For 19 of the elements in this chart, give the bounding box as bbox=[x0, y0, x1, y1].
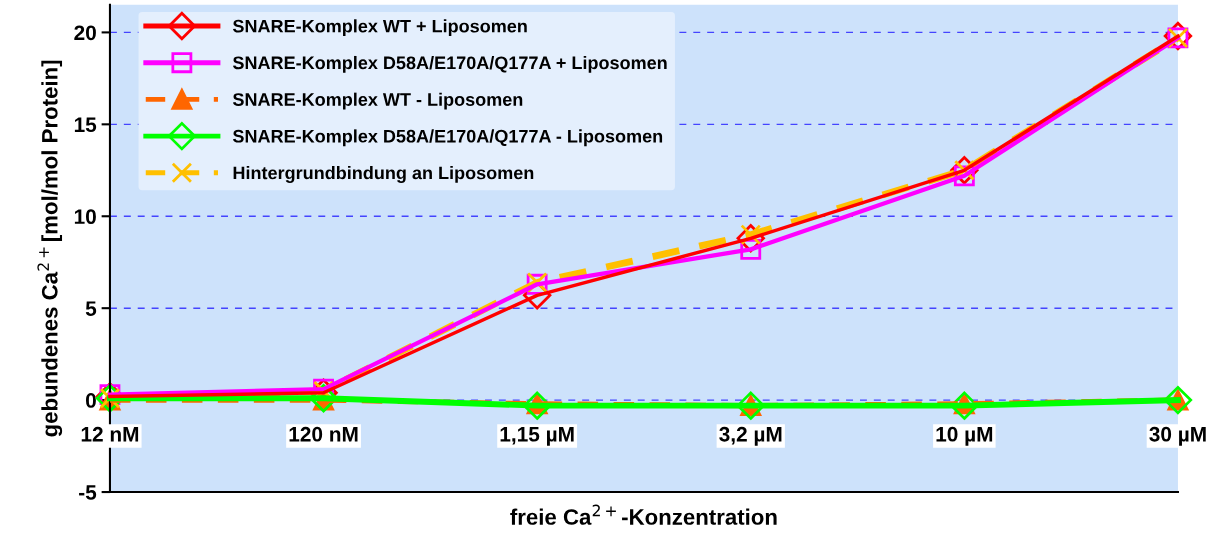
legend-label: SNARE-Komplex WT - Liposomen bbox=[232, 92, 523, 110]
y-tick-label: -5 bbox=[79, 485, 97, 500]
legend-label: SNARE-Komplex D58A/E170A/Q177A - Liposomen bbox=[232, 129, 663, 147]
y-axis-title: gebundenes Ca$^{2+}$[mol/mol Protein] bbox=[37, 60, 63, 437]
y-tick-label: 5 bbox=[85, 301, 97, 316]
x-tick-label: 10 µM bbox=[936, 426, 993, 446]
x-tick-label: 12 nM bbox=[81, 426, 139, 442]
y-tick-label: 0 bbox=[86, 393, 96, 408]
x-axis-title: freie Ca$^{2+}$-Konzentration bbox=[510, 504, 777, 525]
y-tick-label: 15 bbox=[74, 117, 97, 133]
y-tick-label: 10 bbox=[74, 209, 96, 225]
x-tick-label: 120 nM bbox=[289, 426, 358, 442]
x-tick-label: 3,2 µM bbox=[719, 426, 782, 446]
x-tick-label: 30 µM bbox=[1149, 426, 1206, 446]
x-tick-label: 1,15 µM bbox=[500, 427, 574, 446]
legend-label: Hintergrundbindung an Liposomen bbox=[233, 166, 534, 183]
y-tick-label: 20 bbox=[74, 25, 96, 41]
legend-label: SNARE-Komplex WT + Liposomen bbox=[232, 19, 527, 37]
legend-label: SNARE-Komplex D58A/E170A/Q177A + Liposomen bbox=[232, 55, 667, 73]
